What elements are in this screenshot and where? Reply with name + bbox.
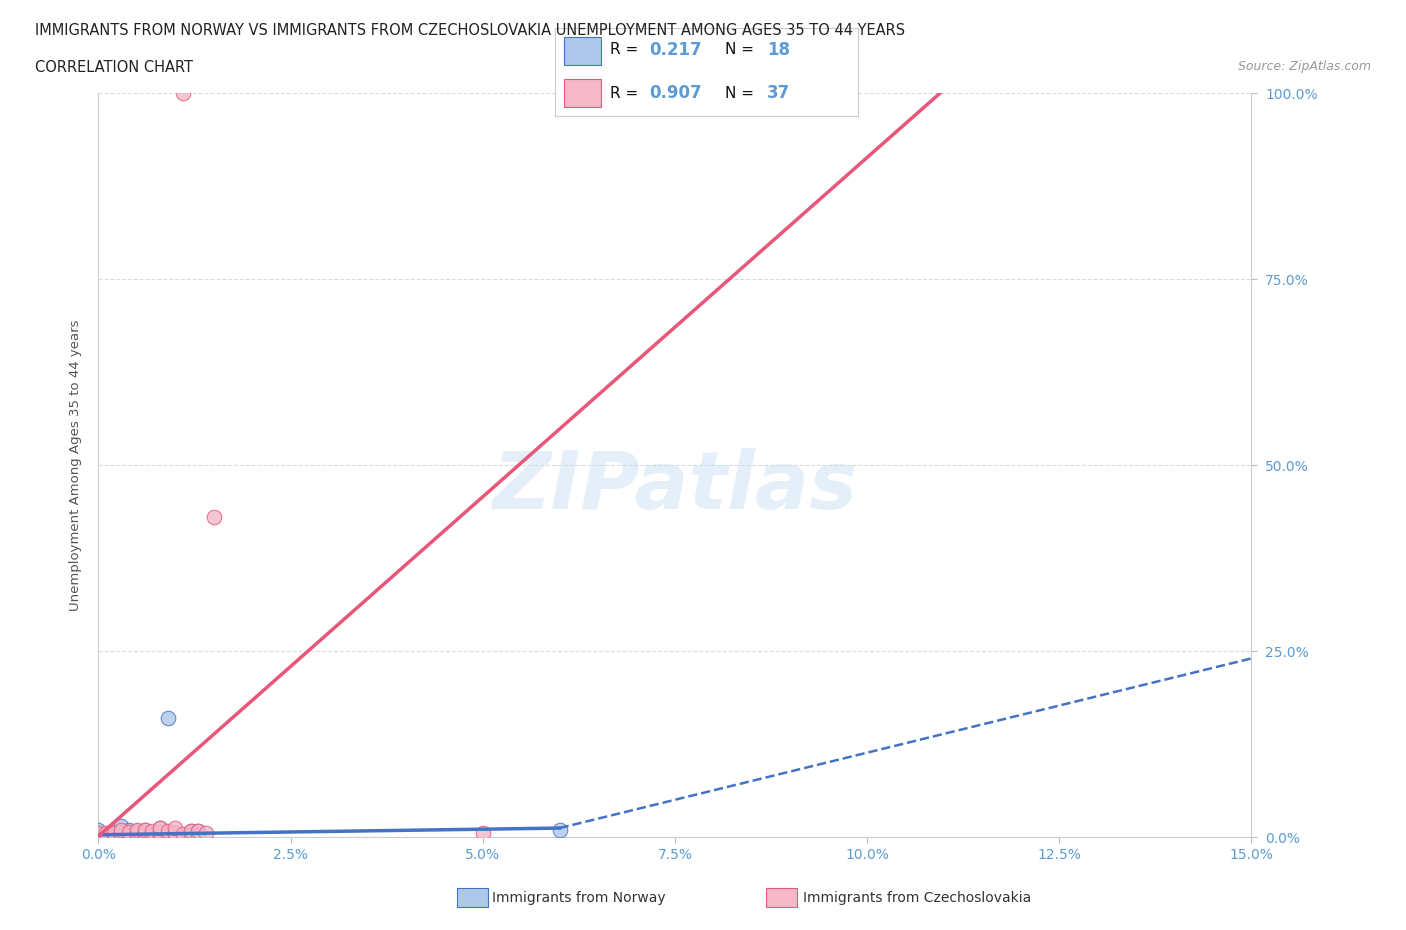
Text: R =: R = <box>610 43 638 58</box>
Point <box>149 820 172 835</box>
Point <box>165 820 187 835</box>
Point <box>187 824 209 839</box>
Point <box>110 824 132 839</box>
Point <box>165 828 187 843</box>
Point <box>141 824 163 839</box>
Text: R =: R = <box>610 86 638 100</box>
Point <box>87 825 110 840</box>
Point <box>103 829 125 844</box>
Point <box>141 828 163 843</box>
Point <box>110 822 132 837</box>
Point <box>195 826 218 841</box>
Point <box>202 510 225 525</box>
Point <box>94 828 117 843</box>
Point <box>149 824 172 839</box>
Point <box>110 828 132 843</box>
Point <box>125 822 148 837</box>
Text: ZIPatlas: ZIPatlas <box>492 448 858 526</box>
Point <box>110 818 132 833</box>
Point <box>134 825 156 840</box>
Text: 18: 18 <box>768 41 790 59</box>
Point <box>165 826 187 841</box>
Point <box>118 822 141 837</box>
FancyBboxPatch shape <box>564 37 600 65</box>
Point <box>471 826 494 841</box>
Point <box>149 820 172 835</box>
Text: Immigrants from Czechoslovakia: Immigrants from Czechoslovakia <box>803 891 1031 906</box>
Point <box>87 830 110 844</box>
Text: 0.907: 0.907 <box>650 85 702 102</box>
Point <box>548 822 571 837</box>
Point <box>125 826 148 841</box>
Point <box>134 822 156 837</box>
Point <box>118 826 141 841</box>
Point <box>180 824 202 839</box>
Text: 0.217: 0.217 <box>650 41 702 59</box>
Text: 37: 37 <box>768 85 790 102</box>
Point <box>134 822 156 837</box>
Point <box>165 825 187 840</box>
Point <box>87 828 110 843</box>
Text: CORRELATION CHART: CORRELATION CHART <box>35 60 193 75</box>
Point <box>118 828 141 843</box>
Point <box>134 828 156 843</box>
Point <box>180 828 202 843</box>
Point <box>172 827 194 842</box>
Text: IMMIGRANTS FROM NORWAY VS IMMIGRANTS FROM CZECHOSLOVAKIA UNEMPLOYMENT AMONG AGES: IMMIGRANTS FROM NORWAY VS IMMIGRANTS FRO… <box>35 23 905 38</box>
FancyBboxPatch shape <box>564 79 600 108</box>
Point <box>149 828 172 843</box>
Text: Immigrants from Norway: Immigrants from Norway <box>492 891 665 906</box>
Point <box>87 822 110 837</box>
Point <box>187 828 209 843</box>
Y-axis label: Unemployment Among Ages 35 to 44 years: Unemployment Among Ages 35 to 44 years <box>69 319 83 611</box>
Point <box>156 824 179 839</box>
Point <box>87 828 110 843</box>
Point <box>87 825 110 840</box>
Point <box>172 86 194 100</box>
Point <box>118 824 141 839</box>
Point <box>156 828 179 843</box>
Text: N =: N = <box>724 86 754 100</box>
Text: Source: ZipAtlas.com: Source: ZipAtlas.com <box>1237 60 1371 73</box>
Point <box>187 824 209 839</box>
Point <box>94 826 117 841</box>
Text: N =: N = <box>724 43 754 58</box>
Point <box>103 825 125 840</box>
Point <box>103 826 125 841</box>
Point <box>141 826 163 841</box>
Point <box>156 711 179 725</box>
Point <box>180 824 202 839</box>
Point <box>125 828 148 843</box>
Point <box>125 824 148 839</box>
Point <box>110 826 132 841</box>
Point <box>125 829 148 844</box>
